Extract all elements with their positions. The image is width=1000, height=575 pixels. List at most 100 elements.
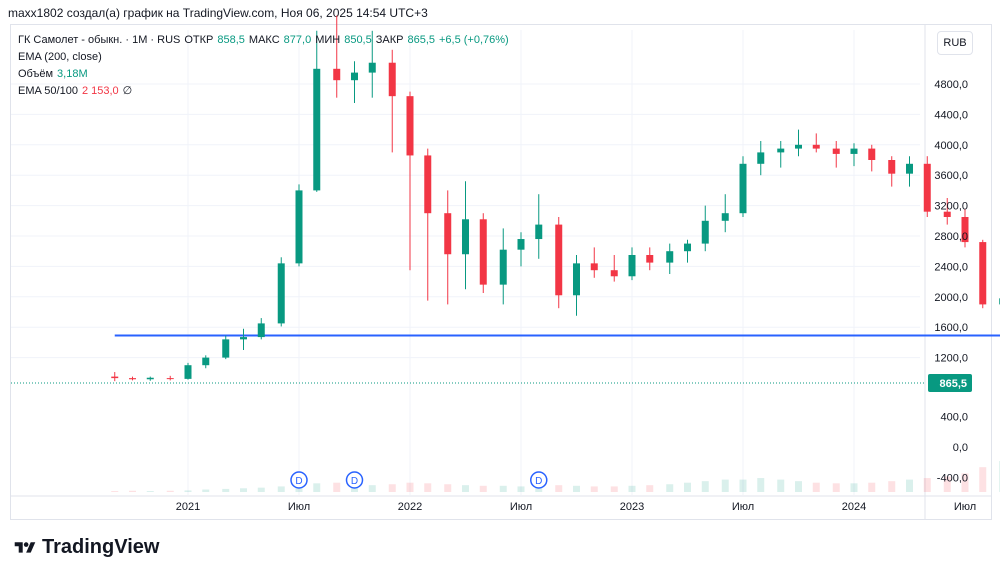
candle-body xyxy=(721,213,729,221)
volume-bar xyxy=(868,482,876,492)
candle-body xyxy=(777,148,785,153)
volume-bar xyxy=(388,484,396,492)
candle xyxy=(462,181,469,290)
volume-bar xyxy=(479,485,487,492)
candle xyxy=(184,362,192,380)
candle xyxy=(979,239,987,309)
dividend-label: D xyxy=(351,476,358,487)
time-tick-label: 2022 xyxy=(398,501,422,513)
volume-bar xyxy=(202,489,210,492)
ema200-indicator[interactable]: EMA (200, close) xyxy=(18,51,102,63)
candle xyxy=(684,239,691,263)
volume-bar xyxy=(462,485,469,492)
currency-button[interactable]: RUB xyxy=(937,31,973,55)
candle-body xyxy=(462,219,469,255)
volume-bar xyxy=(923,478,931,492)
candle xyxy=(517,232,525,267)
candle xyxy=(222,335,230,360)
candle-body xyxy=(277,263,285,324)
price-tick-label: 3600,0 xyxy=(934,170,968,182)
candle xyxy=(351,61,358,103)
volume-bar xyxy=(757,478,765,492)
price-tick-label: 1200,0 xyxy=(934,353,968,365)
volume-bar xyxy=(406,482,414,492)
candle xyxy=(277,257,285,327)
candle-body xyxy=(333,68,341,81)
volume-bar xyxy=(961,473,969,492)
candle-body xyxy=(444,213,452,255)
volume-bar xyxy=(368,485,376,492)
volume-bar xyxy=(499,485,507,492)
volume-bar xyxy=(906,479,913,492)
volume-bar xyxy=(424,483,432,492)
candle xyxy=(129,376,136,381)
candle xyxy=(111,372,119,382)
candle xyxy=(832,141,840,168)
candle xyxy=(701,205,709,252)
candle xyxy=(628,247,636,281)
volume-bar xyxy=(832,483,840,492)
volume-bar xyxy=(666,484,674,492)
last-price-badge-bg xyxy=(928,374,972,393)
candle xyxy=(444,190,452,305)
price-tick-label: 4000,0 xyxy=(934,140,968,152)
chart-attribution: maxx1802 создал(а) график на TradingView… xyxy=(8,6,428,20)
candle-body xyxy=(479,219,487,285)
candle-body xyxy=(850,148,858,154)
volume-bar xyxy=(517,486,525,492)
volume-bar xyxy=(166,490,174,492)
tradingview-logo[interactable]: TradingView xyxy=(12,536,159,559)
dividend-marker[interactable]: D xyxy=(345,471,364,489)
volume-bar xyxy=(943,476,951,492)
candle-body xyxy=(535,224,543,240)
open-value: 858,5 xyxy=(217,34,245,46)
volume-bar xyxy=(444,484,452,492)
candle-body xyxy=(943,211,951,217)
last-price-label: 865,5 xyxy=(939,378,967,390)
drawing-levels xyxy=(11,334,1000,384)
volume-bar xyxy=(684,482,691,492)
candle-body xyxy=(923,163,931,212)
volume-bar xyxy=(812,482,820,492)
time-tick-label: Июл xyxy=(510,501,532,513)
symbol-title[interactable]: ГК Самолет - обыкн. · 1M · RUS xyxy=(18,34,181,46)
candle xyxy=(295,184,303,267)
candle-body xyxy=(388,62,396,97)
candle-body xyxy=(961,217,969,243)
low-label: МИН xyxy=(315,34,341,46)
price-tick-label: 1600,0 xyxy=(934,322,968,334)
volume-bar xyxy=(721,479,729,492)
candle-body xyxy=(628,255,636,277)
candle xyxy=(257,318,265,340)
candle xyxy=(777,141,785,168)
candle xyxy=(573,255,580,316)
candle xyxy=(240,328,247,350)
candles xyxy=(111,15,1000,382)
dividend-circle xyxy=(290,471,308,489)
volume-indicator[interactable]: Объём xyxy=(18,68,54,80)
volume-value: 3,18M xyxy=(57,68,88,80)
candle-body xyxy=(295,190,303,264)
candle xyxy=(313,30,321,192)
close-value: 865,5 xyxy=(407,34,435,46)
dividend-marker[interactable]: D xyxy=(530,471,548,489)
candle-body xyxy=(739,163,747,214)
candle-body xyxy=(424,155,432,214)
volume-bars xyxy=(111,461,1000,492)
candle-body xyxy=(610,270,618,277)
volume-bar xyxy=(628,485,636,492)
ema50100-indicator[interactable]: EMA 50/100 xyxy=(18,85,78,97)
candle-body xyxy=(222,339,230,358)
open-label: ОТКР xyxy=(184,34,214,46)
ema50100-value: 2 153,0 xyxy=(81,85,119,97)
price-tick-label: 2400,0 xyxy=(934,261,968,273)
candle-body xyxy=(590,263,598,271)
close-label: ЗАКР xyxy=(375,34,404,46)
dividend-circle xyxy=(530,471,548,489)
volume-bar xyxy=(240,488,247,492)
candle xyxy=(368,30,376,98)
candle-body xyxy=(868,148,876,160)
dividend-marker[interactable]: D xyxy=(290,471,308,489)
volume-bar xyxy=(555,485,563,492)
